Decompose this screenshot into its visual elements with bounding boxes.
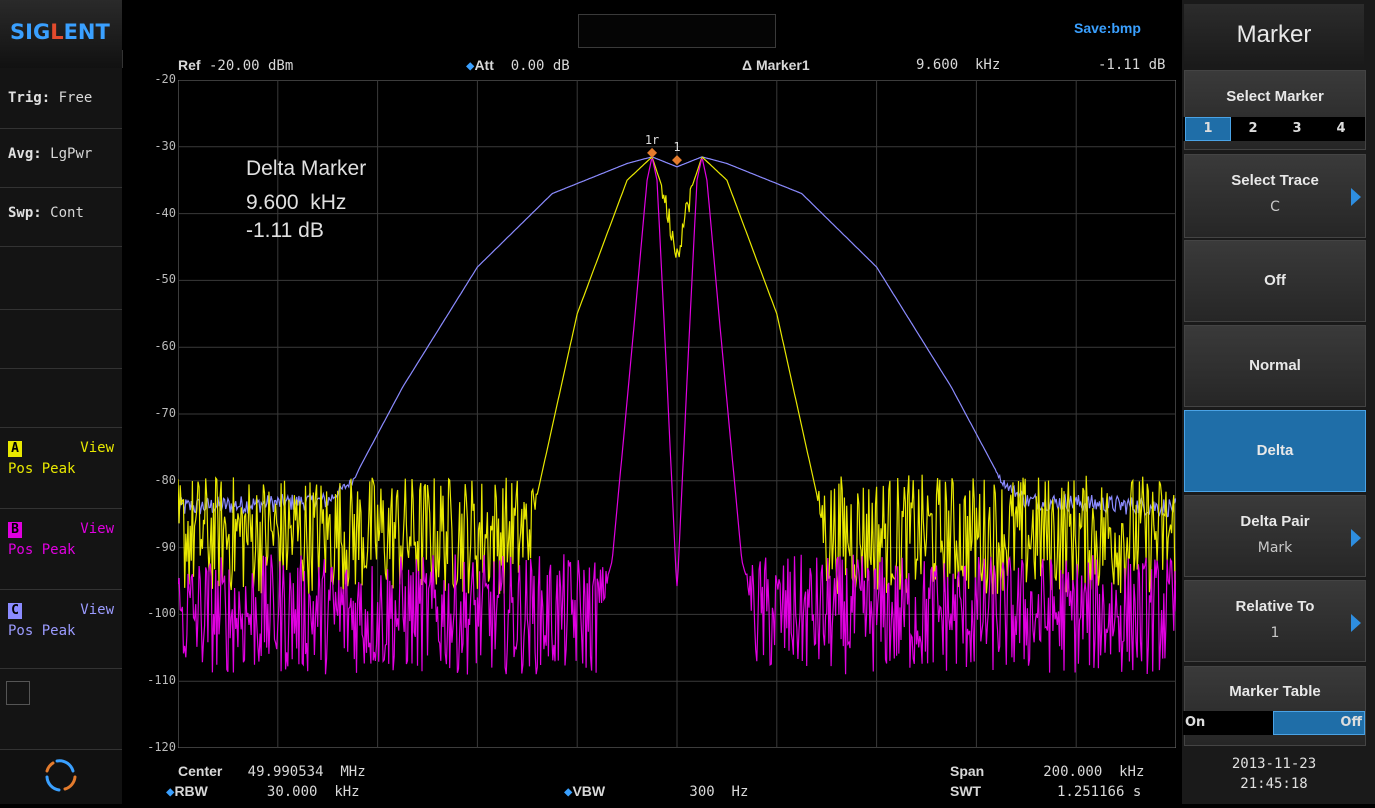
- submenu-arrow-icon: [1351, 529, 1361, 547]
- sweep-status: Swp: Cont: [0, 188, 122, 247]
- select-trace-button[interactable]: Select Trace C: [1184, 154, 1366, 238]
- y-tick-label: -40: [154, 205, 176, 220]
- y-tick-label: -60: [154, 339, 176, 354]
- left-empty-slot: [0, 369, 122, 428]
- annotation-amp: -1.11 dB: [246, 219, 324, 242]
- delta-pair-button[interactable]: Delta Pair Mark: [1184, 495, 1366, 577]
- trace-a-line: [178, 156, 1176, 595]
- trace-b-line: [178, 158, 1176, 675]
- plot-grid: [178, 80, 1176, 748]
- trace-b-badge: B: [8, 522, 22, 538]
- marker-option-4[interactable]: 4: [1336, 121, 1346, 136]
- date: 2013-11-23: [1231, 756, 1317, 772]
- marker-table-button[interactable]: Marker Table On Off: [1183, 666, 1366, 746]
- logo-box: SIGLENT: [0, 0, 123, 68]
- save-status: Save:bmp: [1074, 20, 1141, 36]
- trace-b-status[interactable]: B View Pos Peak: [0, 509, 122, 590]
- trace-c-line: [178, 156, 1176, 518]
- annotation-title: Delta Marker: [246, 157, 367, 180]
- message-box: [578, 14, 776, 48]
- plot-traces: [178, 156, 1176, 675]
- y-tick-label: -90: [154, 539, 176, 554]
- marker-label: 1: [673, 140, 680, 154]
- marker-amplitude: -1.11 dB: [1098, 57, 1166, 73]
- annotation-freq: 9.600 kHz: [246, 191, 347, 214]
- submenu-arrow-icon: [1351, 188, 1361, 206]
- average-status: Avg: LgPwr: [0, 129, 122, 188]
- trigger-status: Trig: Free: [0, 68, 122, 129]
- ref-level: Ref -20.00 dBm: [178, 57, 294, 74]
- datetime: 2013-11-23 21:45:18: [1184, 754, 1364, 794]
- delta-marker-annotation: Delta Marker 9.600 kHz -1.11 dB: [246, 152, 366, 248]
- sweep-time: SWT 1.251166 s: [950, 783, 1142, 800]
- checkbox-icon: [6, 681, 30, 705]
- marker-table-toggle: On Off: [1183, 711, 1365, 735]
- logo-spinner: [0, 750, 122, 804]
- marker-option-1[interactable]: 1: [1185, 117, 1231, 141]
- trace-a-status[interactable]: A View Pos Peak: [0, 428, 122, 509]
- rbw: ◆RBW 30.000 kHz: [166, 783, 360, 800]
- plot-markers: 1r 1: [645, 133, 682, 166]
- y-tick-label: -100: [147, 606, 176, 621]
- span: Span 200.000 kHz: [950, 763, 1145, 780]
- center-frequency: Center 49.990534 MHz: [178, 763, 366, 780]
- y-tick-label: -70: [154, 406, 176, 420]
- y-tick-label: -120: [147, 740, 176, 754]
- marker-option-2[interactable]: 2: [1248, 121, 1258, 136]
- attenuation: ◆Att 0.00 dB: [466, 57, 570, 74]
- y-tick-label: -30: [154, 138, 176, 153]
- marker-table-off[interactable]: Off: [1273, 711, 1365, 735]
- marker-normal-button[interactable]: Normal: [1184, 325, 1366, 407]
- siglent-logo: SIGLENT: [10, 20, 110, 44]
- trace-a-badge: A: [8, 441, 22, 457]
- marker-option-3[interactable]: 3: [1292, 121, 1302, 136]
- trace-c-badge: C: [8, 603, 22, 619]
- marker-delta-button[interactable]: Delta: [1184, 410, 1366, 492]
- left-empty-slot: [0, 247, 122, 310]
- relative-to-button[interactable]: Relative To 1: [1184, 580, 1366, 662]
- marker-diamond: [647, 147, 658, 158]
- y-tick-label: -80: [154, 472, 176, 487]
- trace-c-status[interactable]: C View Pos Peak: [0, 590, 122, 669]
- marker-frequency: 9.600 kHz: [916, 57, 1001, 73]
- marker-label: Δ Marker1: [742, 57, 810, 73]
- y-tick-label: -50: [154, 272, 176, 287]
- marker-diamond: [672, 155, 682, 166]
- menu-title: Marker: [1184, 4, 1364, 66]
- submenu-arrow-icon: [1351, 614, 1361, 632]
- y-tick-label: -110: [147, 673, 176, 688]
- marker-table-on[interactable]: On: [1185, 715, 1206, 730]
- marker-label: 1r: [645, 133, 659, 147]
- left-empty-slot: [0, 310, 122, 369]
- marker-off-button[interactable]: Off: [1184, 240, 1366, 322]
- left-empty-slot: [0, 669, 122, 750]
- select-marker-options: 1 2 3 4: [1183, 117, 1365, 141]
- time: 21:45:18: [1240, 776, 1308, 792]
- vbw: ◆VBW 300 Hz: [564, 783, 749, 800]
- y-tick-label: -20: [154, 72, 176, 86]
- spectrum-plot[interactable]: 1r 1: [178, 80, 1176, 748]
- siglent-swirl-icon: [45, 759, 77, 792]
